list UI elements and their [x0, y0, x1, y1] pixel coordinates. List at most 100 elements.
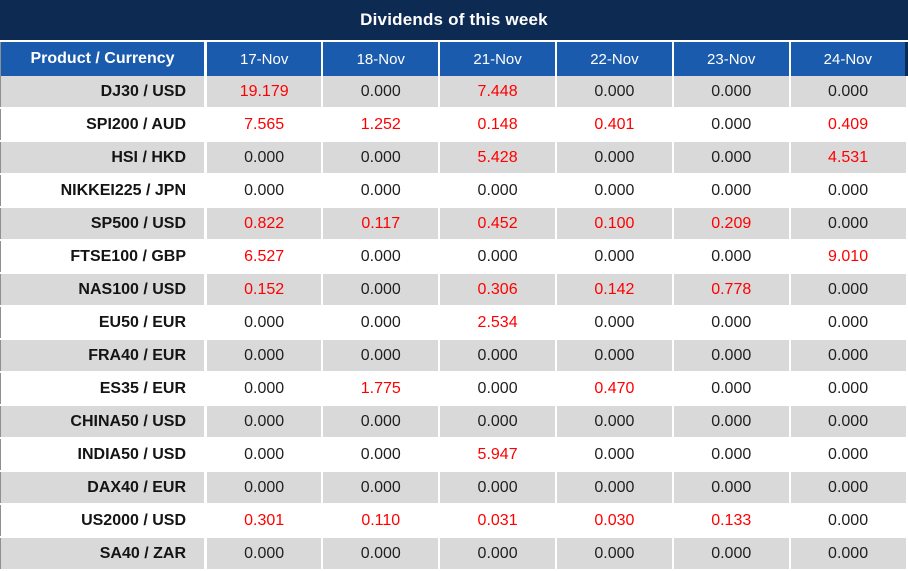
dividend-value-cell: 0.000: [672, 339, 791, 373]
date-column-header: 17-Nov: [205, 42, 324, 76]
dividend-value-cell: 0.000: [672, 372, 791, 406]
product-cell: SP500 / USD: [0, 207, 207, 241]
table-row: CHINA50 / USD 0.000 0.000 0.000 0.000 0.000 0.…: [0, 405, 908, 439]
product-cell: HSI / HKD: [0, 141, 207, 175]
dividend-value-cell: 0.000: [672, 174, 791, 208]
table-row: SA40 / ZAR 0.000 0.000 0.000 0.000 0.000 0.000: [0, 537, 908, 569]
dividend-value-cell: 0.031: [439, 504, 557, 538]
product-cell: US2000 / USD: [0, 504, 207, 538]
table-row: US2000 / USD 0.301 0.110 0.031 0.030 0.133 0.0…: [0, 504, 908, 538]
dividend-value-cell: 0.000: [439, 174, 557, 208]
product-cell: DJ30 / USD: [0, 76, 207, 109]
dividend-value-cell: 19.179: [205, 76, 324, 109]
table-row: FTSE100 / GBP 6.527 0.000 0.000 0.000 0.000 9.…: [0, 240, 908, 274]
dividend-value-cell: 0.000: [322, 273, 441, 307]
page-title: Dividends of this week: [360, 10, 548, 29]
dividend-value-cell: 0.000: [322, 537, 441, 569]
dividend-value-cell: 0.000: [322, 471, 441, 505]
dividend-value-cell: 0.148: [439, 108, 557, 142]
dividend-value-cell: 0.301: [205, 504, 324, 538]
dividend-value-cell: 0.000: [672, 405, 791, 439]
dividend-value-cell: 0.000: [789, 372, 908, 406]
dividend-value-cell: 0.409: [789, 108, 908, 142]
dividend-value-cell: 0.000: [439, 405, 557, 439]
dividend-value-cell: 0.000: [439, 240, 557, 274]
dividend-value-cell: 0.000: [789, 207, 908, 241]
dividend-value-cell: 0.000: [205, 372, 324, 406]
dividend-value-cell: 0.000: [555, 339, 674, 373]
dividend-value-cell: 0.000: [672, 108, 791, 142]
date-column-header: 22-Nov: [555, 42, 674, 76]
dividend-value-cell: 0.000: [205, 339, 324, 373]
dividend-value-cell: 0.000: [322, 405, 441, 439]
dividend-value-cell: 0.000: [672, 240, 791, 274]
dividend-value-cell: 0.000: [555, 405, 674, 439]
dividend-value-cell: 0.000: [205, 306, 324, 340]
table-row: HSI / HKD 0.000 0.000 5.428 0.000 0.000 4.531: [0, 141, 908, 175]
dividend-value-cell: 0.000: [322, 240, 441, 274]
dividend-value-cell: 0.110: [322, 504, 441, 538]
table-row: FRA40 / EUR 0.000 0.000 0.000 0.000 0.000 0.00…: [0, 339, 908, 373]
dividend-value-cell: 0.000: [205, 438, 324, 472]
dividend-value-cell: 0.133: [672, 504, 791, 538]
date-column-header: 18-Nov: [322, 42, 441, 76]
dividend-value-cell: 0.000: [672, 438, 791, 472]
dividend-value-cell: 0.000: [322, 438, 441, 472]
product-currency-column-header: Product / Currency: [0, 42, 207, 76]
date-column-header: 24-Nov: [789, 42, 908, 76]
product-cell: INDIA50 / USD: [0, 438, 207, 472]
dividend-value-cell: 0.000: [555, 471, 674, 505]
dividend-value-cell: 0.000: [672, 537, 791, 569]
dividend-value-cell: 0.000: [672, 141, 791, 175]
dividend-value-cell: 0.000: [439, 471, 557, 505]
dividend-value-cell: 0.306: [439, 273, 557, 307]
dividend-value-cell: 0.822: [205, 207, 324, 241]
dividend-value-cell: 0.000: [555, 174, 674, 208]
dividend-value-cell: 0.000: [789, 273, 908, 307]
product-cell: SA40 / ZAR: [0, 537, 207, 569]
dividend-value-cell: 0.000: [789, 438, 908, 472]
dividend-value-cell: 1.775: [322, 372, 441, 406]
dividend-value-cell: 0.100: [555, 207, 674, 241]
dividend-value-cell: 0.000: [322, 339, 441, 373]
product-cell: FTSE100 / GBP: [0, 240, 207, 274]
dividend-value-cell: 0.470: [555, 372, 674, 406]
dividend-value-cell: 0.000: [322, 174, 441, 208]
dividend-value-cell: 5.428: [439, 141, 557, 175]
table-row: SPI200 / AUD 7.565 1.252 0.148 0.401 0.000 0.4…: [0, 108, 908, 142]
table-row: NAS100 / USD 0.152 0.000 0.306 0.142 0.778 0.0…: [0, 273, 908, 307]
dividend-value-cell: 0.000: [672, 306, 791, 340]
product-cell: SPI200 / AUD: [0, 108, 207, 142]
table-row: EU50 / EUR 0.000 0.000 2.534 0.000 0.000 0.000: [0, 306, 908, 340]
dividend-value-cell: 0.000: [205, 537, 324, 569]
product-cell: CHINA50 / USD: [0, 405, 207, 439]
table-row: SP500 / USD 0.822 0.117 0.452 0.100 0.209 0.00…: [0, 207, 908, 241]
dividend-value-cell: 0.000: [205, 405, 324, 439]
dividend-value-cell: 6.527: [205, 240, 324, 274]
dividend-value-cell: 0.401: [555, 108, 674, 142]
dividend-value-cell: 2.534: [439, 306, 557, 340]
dividend-value-cell: 0.000: [322, 141, 441, 175]
table-row: DJ30 / USD 19.179 0.000 7.448 0.000 0.000 0.00…: [0, 76, 908, 109]
table-row: DAX40 / EUR 0.000 0.000 0.000 0.000 0.000 0.00…: [0, 471, 908, 505]
dividend-value-cell: 0.000: [672, 471, 791, 505]
dividend-value-cell: 0.000: [555, 240, 674, 274]
title-bar: Dividends of this week: [0, 0, 908, 42]
product-cell: ES35 / EUR: [0, 372, 207, 406]
product-cell: NAS100 / USD: [0, 273, 207, 307]
dividend-value-cell: 5.947: [439, 438, 557, 472]
dividend-value-cell: 0.000: [205, 471, 324, 505]
dividend-value-cell: 0.152: [205, 273, 324, 307]
dividend-value-cell: 0.142: [555, 273, 674, 307]
table-row: ES35 / EUR 0.000 1.775 0.000 0.470 0.000 0.000: [0, 372, 908, 406]
dividend-value-cell: 0.000: [555, 537, 674, 569]
table-row: INDIA50 / USD 0.000 0.000 5.947 0.000 0.000 0.…: [0, 438, 908, 472]
dividend-value-cell: 0.030: [555, 504, 674, 538]
dividend-value-cell: 9.010: [789, 240, 908, 274]
dividend-value-cell: 0.000: [789, 471, 908, 505]
dividend-value-cell: 7.565: [205, 108, 324, 142]
dividend-value-cell: 0.209: [672, 207, 791, 241]
dividend-value-cell: 4.531: [789, 141, 908, 175]
product-cell: NIKKEI225 / JPN: [0, 174, 207, 208]
dividend-value-cell: 0.452: [439, 207, 557, 241]
